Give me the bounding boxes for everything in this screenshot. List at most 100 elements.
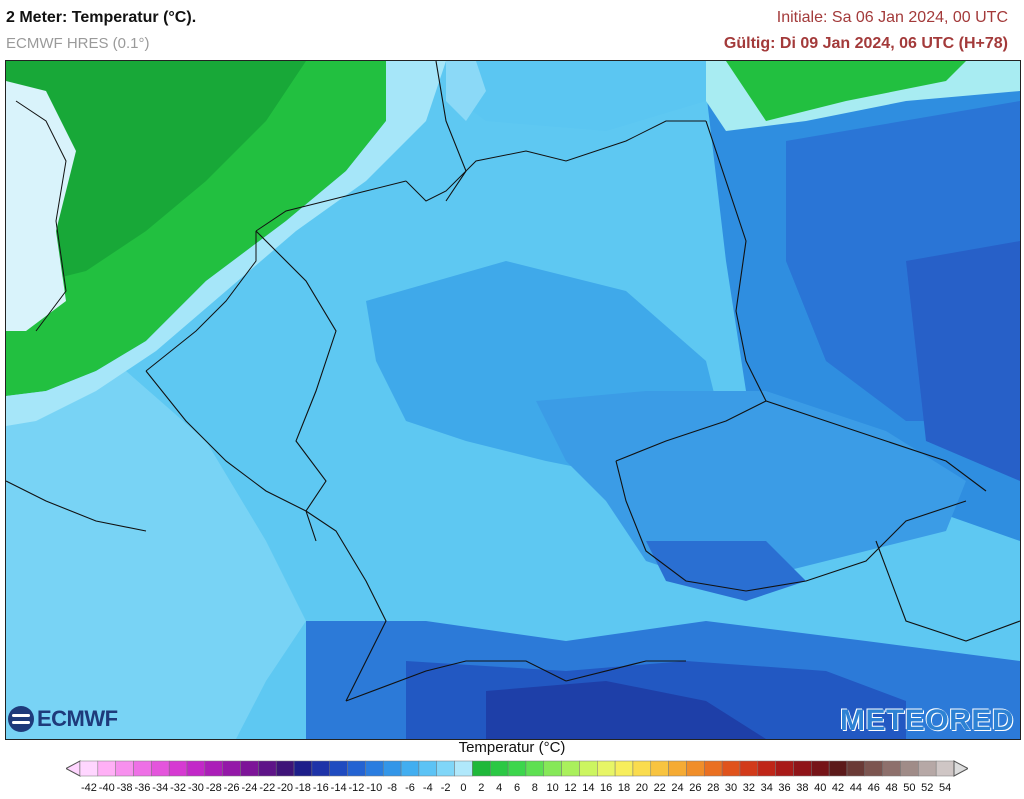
legend-tick-label: -2: [440, 782, 451, 794]
legend-title: Temperatur (°C): [458, 739, 566, 756]
legend-tick-label: 34: [760, 782, 773, 794]
meteored-logo: METEORED: [839, 704, 1014, 737]
legend-swatch: [311, 760, 330, 777]
czechia-south-region: [646, 541, 806, 601]
legend-swatch: [793, 760, 812, 777]
legend-swatch: [650, 760, 669, 777]
legend-swatch: [757, 760, 776, 777]
borders: [6, 61, 1020, 702]
legend-swatch: [97, 760, 116, 777]
legend-tick-label: -38: [116, 782, 133, 794]
border-cz-at: [615, 460, 967, 592]
legend-tick-label: 10: [546, 782, 559, 794]
legend-swatch: [668, 760, 687, 777]
legend-swatch: [918, 760, 937, 777]
legend-swatch: [168, 760, 188, 777]
legend-tick-label: -22: [259, 782, 276, 794]
legend-tick-label: 44: [849, 782, 863, 794]
legend-swatch: [721, 760, 741, 777]
legend-tick-label: 4: [496, 782, 503, 794]
legend-swatch: [240, 760, 259, 777]
legend-tick-label: 14: [582, 782, 595, 794]
legend-colorbar: [66, 760, 968, 777]
legend-tick-label: -30: [187, 782, 204, 794]
legend-swatch: [614, 760, 634, 777]
legend-tick-label: 26: [689, 782, 702, 794]
temperature-map[interactable]: [5, 60, 1021, 740]
legend-tick-label: 30: [724, 782, 738, 794]
legend-swatch: [704, 760, 723, 777]
legend-swatch: [846, 760, 866, 777]
legend-swatch: [811, 760, 830, 777]
legend-swatch: [828, 760, 848, 777]
legend-tick-label: 50: [903, 782, 916, 794]
legend-tick-label: 12: [564, 782, 577, 794]
legend-tick-label: -42: [80, 782, 97, 794]
legend-tick-label: -16: [312, 782, 329, 794]
legend-tick-label: -6: [405, 782, 415, 794]
legend-tick-label: 52: [921, 782, 934, 794]
title-main: 2 Meter: Temperatur (°C).: [6, 9, 197, 26]
border-west: [6, 480, 147, 532]
border-be-fr: [145, 370, 307, 512]
legend-swatch: [882, 760, 901, 777]
border-fr-de: [305, 510, 387, 702]
legend-tick-label: 22: [653, 782, 666, 794]
baltic-sea-green: [726, 61, 966, 121]
legend-tick-label: -8: [387, 782, 398, 794]
legend-tick-label: 48: [885, 782, 898, 794]
legend-swatch: [739, 760, 759, 777]
legend-tick-label: 20: [635, 782, 648, 794]
legend-tick-label: -14: [330, 782, 347, 794]
legend-swatch: [115, 760, 134, 777]
legend-tick-label: 18: [617, 782, 631, 794]
legend-tick-label: 40: [814, 782, 827, 794]
legend-tick-label: -20: [277, 782, 294, 794]
border-cz-pl: [615, 400, 987, 492]
legend-swatch: [597, 760, 616, 777]
legend-swatch: [472, 760, 491, 777]
ecmwf-logo-icon: [8, 706, 34, 732]
alps-peak-region: [486, 681, 766, 739]
legend-tick-label: 24: [671, 782, 684, 794]
border-at-de: [565, 660, 686, 682]
legend-tick-label: 6: [513, 782, 521, 794]
legend-tick-label: -40: [98, 782, 115, 794]
france-region: [6, 371, 306, 739]
valid-time: Gültig: Di 09 Jan 2024, 06 UTC (H+78): [723, 35, 1008, 52]
legend-tick-label: -32: [170, 782, 187, 794]
baltic-coast-region: [446, 61, 706, 131]
legend-swatch: [418, 760, 437, 777]
legend-tick-label: -10: [366, 782, 383, 794]
legend-max-arrow: [953, 760, 968, 777]
legend-swatch: [525, 760, 545, 777]
legend-swatch: [186, 760, 206, 777]
ecmwf-logo: ECMWF: [8, 706, 118, 732]
legend-tick-label: 42: [831, 782, 845, 794]
border-nl-de: [255, 230, 337, 542]
coast-england: [15, 100, 67, 332]
legend-tick-label: 54: [938, 782, 952, 794]
coastal-band: [6, 61, 446, 426]
legend-swatch: [258, 760, 277, 777]
legend-swatch: [686, 760, 705, 777]
legend-swatch: [382, 760, 402, 777]
border-dk-de: [435, 61, 467, 202]
legend-swatch: [900, 760, 919, 777]
legend-swatch: [507, 760, 527, 777]
legend-min-arrow: [66, 760, 81, 777]
legend-tick-label: 38: [796, 782, 809, 794]
ecmwf-logo-text: ECMWF: [37, 706, 118, 731]
legend-swatch: [204, 760, 223, 777]
legend-tick-label: 2: [478, 782, 485, 794]
legend-tick-label: -34: [152, 782, 169, 794]
legend-swatch: [400, 760, 420, 777]
border-sk-at: [875, 540, 1020, 642]
border-de-pl: [705, 120, 767, 402]
legend-labels: -42 -40 -38 -36 -34 -32 -30 -28 -26 -24 -22 -20 -18-…: [0, 782, 1024, 798]
legend-tick-label: 46: [867, 782, 880, 794]
legend-swatch: [222, 760, 241, 777]
legend-swatch: [436, 760, 455, 777]
legend-tick-label: 0: [460, 782, 467, 794]
legend-swatch: [454, 760, 473, 777]
